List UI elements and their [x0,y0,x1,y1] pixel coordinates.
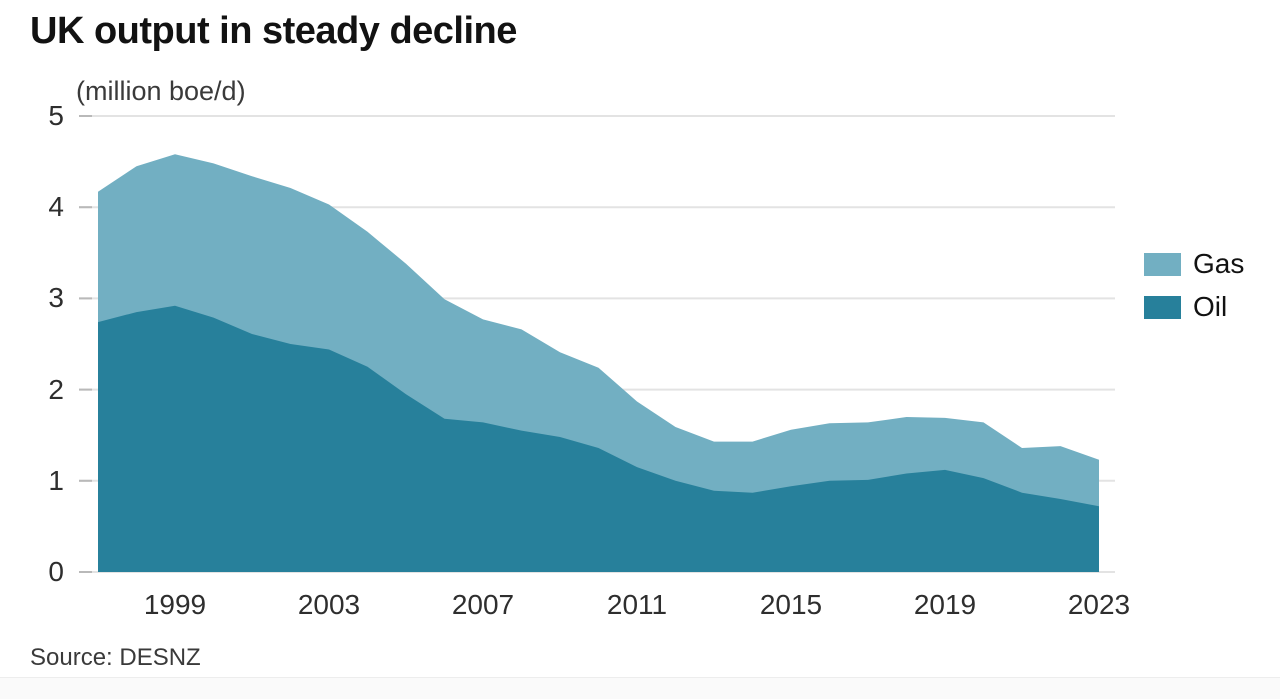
x-tick-label: 1999 [143,589,207,620]
x-tick-label: 2015 [759,589,823,620]
legend-swatch-oil [1144,295,1181,319]
y-tick-label: 5 [48,100,64,131]
legend-label: Gas [1193,248,1245,279]
legend-item-oil: Oil [1144,293,1244,321]
legend-swatch-gas [1144,252,1181,276]
x-tick-label: 2023 [1067,589,1131,620]
y-tick-label: 1 [48,464,64,496]
axis-units-label: (million boe/d) [76,76,246,106]
legend-item-gas: Gas [1144,250,1244,278]
x-tick-label: 2019 [913,589,977,620]
y-tick-label: 4 [48,191,64,223]
legend-label: Oil [1193,291,1228,322]
area-series [98,154,1099,573]
legend: Gas Oil [1144,250,1244,321]
y-tick-label: 2 [48,373,64,405]
x-tick-label: 2007 [451,589,515,620]
y-tick-label: 0 [48,556,64,587]
source-caption: Source: DESNZ [30,644,201,671]
y-tick-label: 3 [48,282,64,314]
x-tick-label: 2011 [606,589,668,620]
oil-area [98,305,1099,572]
footer-strip [0,677,1280,699]
x-tick-label: 2003 [297,589,361,620]
chart-title: UK output in steady decline [30,10,517,52]
